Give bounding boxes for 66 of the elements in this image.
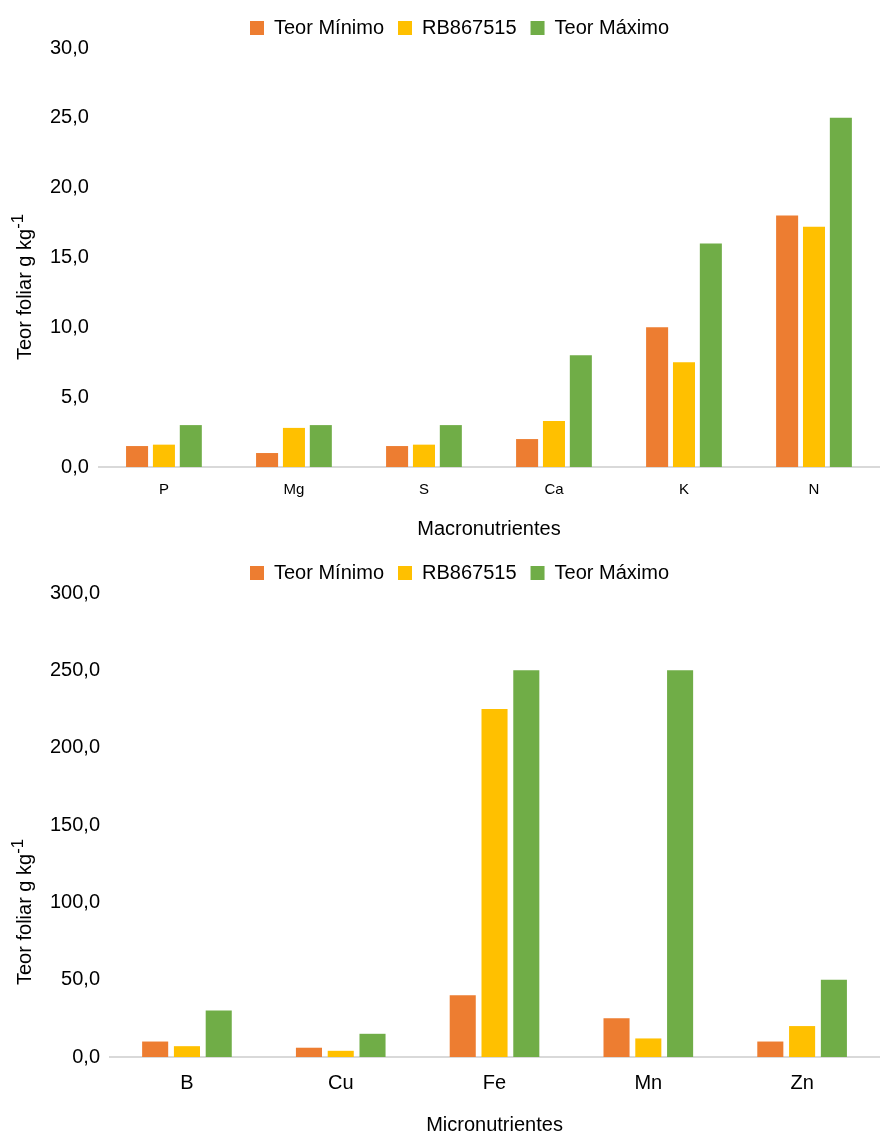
- bar: [542, 420, 565, 467]
- x-tick-label: P: [158, 480, 169, 498]
- x-tick-label: Ca: [544, 480, 565, 498]
- x-axis-title: Macronutrientes: [417, 516, 561, 539]
- y-tick-label: 300,0: [49, 580, 101, 603]
- x-axis-title: Micronutrientes: [426, 1112, 563, 1135]
- y-tick-label: 0,0: [61, 454, 89, 477]
- legend-label: RB867515: [422, 15, 517, 38]
- bar: [802, 226, 826, 467]
- bar: [829, 117, 852, 467]
- x-tick-label: B: [180, 1070, 194, 1093]
- bar: [126, 446, 149, 467]
- bar: [513, 670, 540, 1057]
- x-tick-label: Fe: [482, 1070, 507, 1093]
- y-tick-label: 5,0: [61, 384, 89, 407]
- bar: [179, 425, 202, 467]
- legend-label: Teor Máximo: [554, 15, 670, 38]
- bar: [439, 425, 462, 467]
- bar: [256, 453, 279, 467]
- bar: [152, 444, 175, 467]
- y-tick-label: 150,0: [49, 812, 101, 835]
- y-tick-label: 30,0: [49, 35, 89, 58]
- bar: [820, 979, 847, 1057]
- bar: [309, 425, 332, 467]
- bar: [569, 355, 592, 467]
- y-tick-label: 50,0: [61, 967, 101, 990]
- y-tick-label: 25,0: [49, 105, 89, 128]
- x-tick-label: Mg: [283, 480, 305, 498]
- x-tick-label: K: [678, 480, 689, 498]
- bar: [516, 439, 539, 467]
- y-tick-label: 200,0: [49, 735, 101, 758]
- bar: [699, 243, 722, 467]
- y-tick-label: 0,0: [72, 1044, 101, 1067]
- y-tick-label: 20,0: [49, 175, 89, 198]
- bar: [667, 670, 694, 1057]
- y-tick-label: 10,0: [49, 314, 89, 337]
- legend-label: Teor Mínimo: [273, 560, 385, 583]
- bar: [282, 427, 305, 467]
- bar: [635, 1038, 662, 1057]
- x-tick-label: Zn: [790, 1070, 814, 1093]
- bar: [359, 1033, 386, 1057]
- legend-label: Teor Mínimo: [273, 15, 385, 38]
- bar: [142, 1041, 169, 1057]
- bar: [412, 444, 435, 467]
- x-tick-label: N: [808, 480, 820, 498]
- bar: [776, 215, 799, 467]
- bar: [672, 362, 695, 467]
- bar: [327, 1050, 354, 1057]
- x-tick-label: Mn: [634, 1070, 663, 1093]
- bar: [757, 1041, 784, 1057]
- y-tick-label: 100,0: [49, 889, 101, 912]
- bar: [481, 709, 508, 1057]
- y-tick-label: 250,0: [49, 657, 101, 680]
- bar: [173, 1046, 200, 1057]
- legend-label: RB867515: [422, 560, 517, 583]
- legend-label: Teor Máximo: [554, 560, 670, 583]
- x-tick-label: S: [418, 480, 429, 498]
- bar: [386, 446, 409, 467]
- bar: [295, 1047, 322, 1057]
- bar: [789, 1026, 816, 1057]
- bar: [646, 327, 669, 467]
- x-tick-label: Cu: [327, 1070, 354, 1093]
- bar: [205, 1010, 232, 1057]
- bar: [603, 1018, 630, 1057]
- y-tick-label: 15,0: [49, 245, 89, 268]
- bar: [449, 995, 476, 1057]
